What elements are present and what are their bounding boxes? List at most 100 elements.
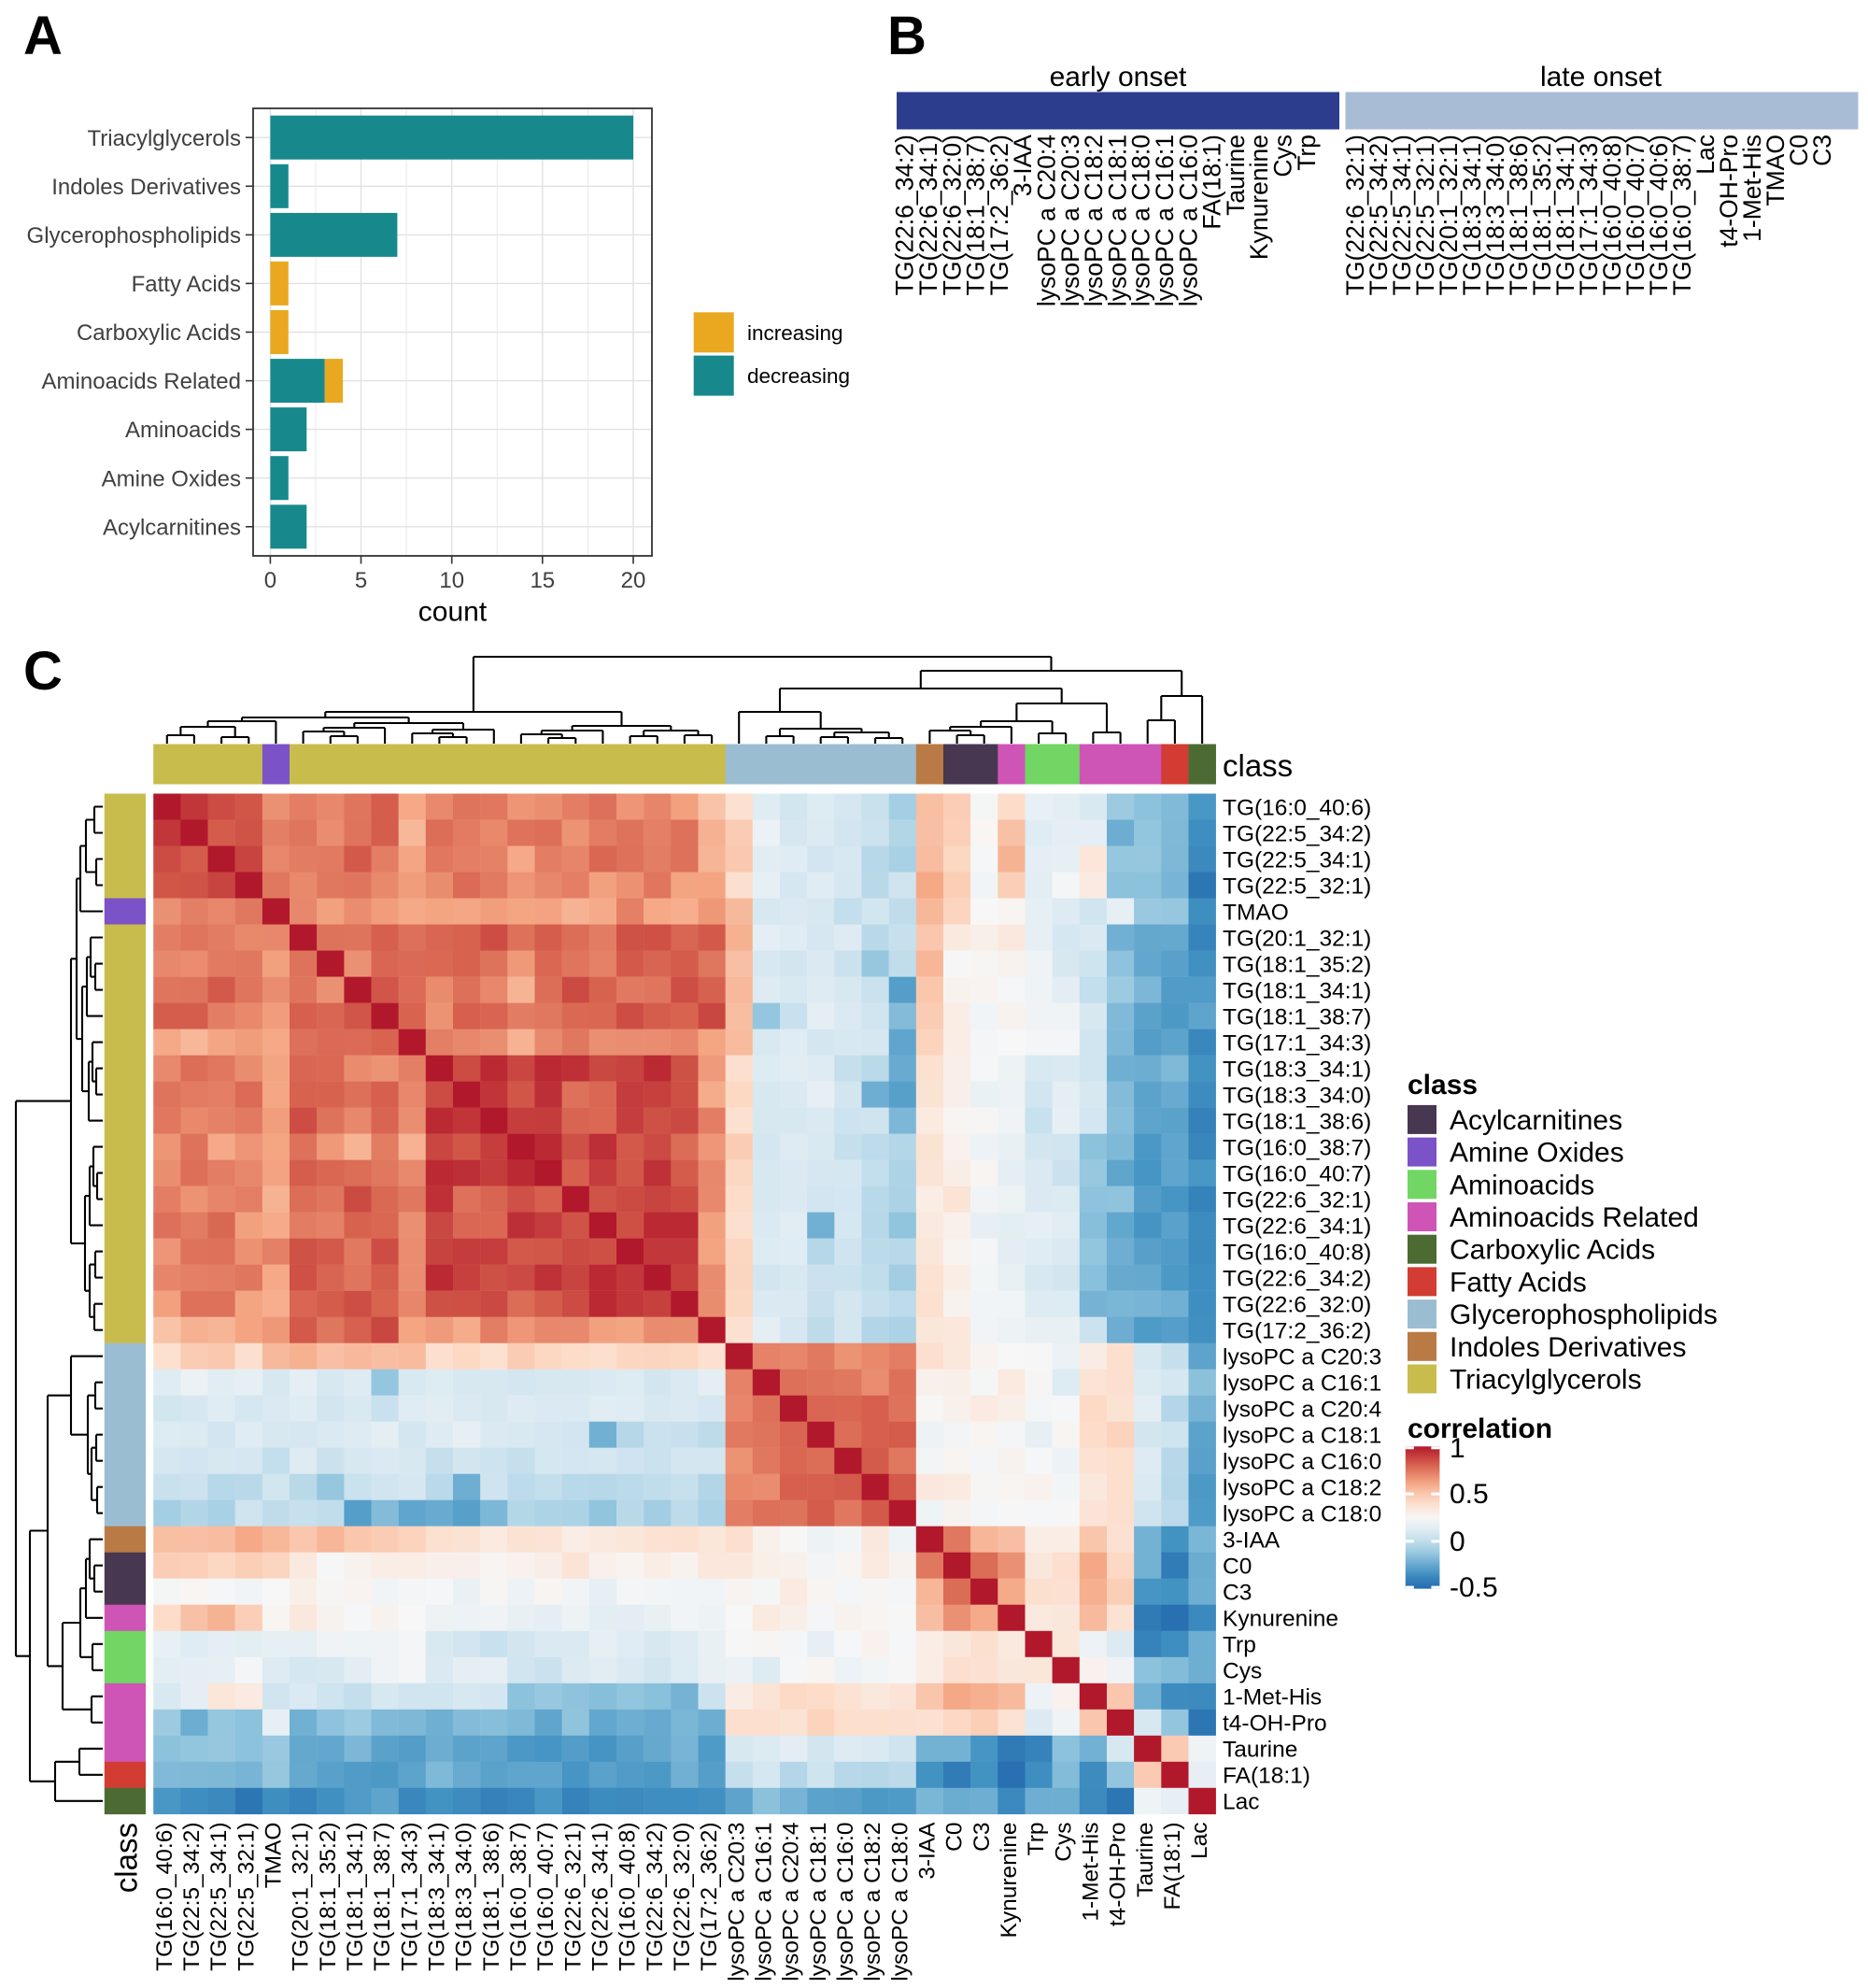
svg-text:-0.5: -0.5 (1450, 1572, 1498, 1603)
svg-text:Taurine: Taurine (1222, 135, 1250, 216)
svg-text:lysoPC a C20:4: lysoPC a C20:4 (1223, 1398, 1381, 1423)
svg-text:lysoPC a C18:0: lysoPC a C18:0 (887, 1823, 913, 1981)
svg-text:C0: C0 (1223, 1555, 1252, 1580)
svg-text:lysoPC a C18:1: lysoPC a C18:1 (806, 1823, 831, 1981)
svg-text:TG(20:1_32:1): TG(20:1_32:1) (1435, 135, 1463, 295)
svg-text:TG(17:1_34:3): TG(17:1_34:3) (1575, 135, 1603, 295)
svg-text:TG(17:2_36:2): TG(17:2_36:2) (1223, 1319, 1371, 1344)
svg-text:class: class (1223, 748, 1293, 783)
svg-text:t4-OH-Pro: t4-OH-Pro (1715, 135, 1743, 248)
svg-text:TG(16:0_38:7): TG(16:0_38:7) (506, 1823, 531, 1971)
svg-text:TG(22:5_34:2): TG(22:5_34:2) (1223, 821, 1371, 846)
svg-text:lysoPC a C16:0: lysoPC a C16:0 (1174, 135, 1202, 306)
svg-text:early onset: early onset (1050, 62, 1187, 92)
svg-text:5: 5 (355, 568, 367, 593)
svg-text:TG(22:6_32:1): TG(22:6_32:1) (1341, 135, 1369, 295)
svg-text:TG(22:5_34:2): TG(22:5_34:2) (179, 1823, 205, 1971)
svg-text:lysoPC a C16:0: lysoPC a C16:0 (1223, 1450, 1381, 1475)
svg-text:lysoPC a C20:3: lysoPC a C20:3 (724, 1823, 749, 1981)
svg-text:TG(16:0_38:7): TG(16:0_38:7) (1668, 135, 1696, 295)
svg-text:Amine Oxides: Amine Oxides (102, 466, 241, 491)
svg-text:Taurine: Taurine (1133, 1823, 1158, 1897)
svg-text:TG(18:1_38:6): TG(18:1_38:6) (1505, 135, 1533, 295)
svg-text:Lac: Lac (1223, 1790, 1260, 1815)
svg-text:lysoPC a C16:1: lysoPC a C16:1 (1151, 135, 1179, 306)
svg-text:TG(18:1_34:1): TG(18:1_34:1) (1551, 135, 1579, 295)
svg-text:TG(22:5_34:2): TG(22:5_34:2) (1365, 135, 1393, 295)
svg-text:TG(18:1_35:2): TG(18:1_35:2) (1528, 135, 1556, 295)
svg-text:FA(18:1): FA(18:1) (1198, 135, 1226, 230)
svg-text:TG(18:1_34:1): TG(18:1_34:1) (343, 1823, 368, 1971)
svg-text:TG(22:6_32:0): TG(22:6_32:0) (1223, 1293, 1371, 1318)
svg-text:15: 15 (530, 568, 555, 593)
svg-text:count: count (418, 597, 488, 628)
svg-text:TG(18:3_34:1): TG(18:3_34:1) (1223, 1057, 1371, 1082)
svg-text:FA(18:1): FA(18:1) (1223, 1764, 1310, 1789)
svg-text:Trp: Trp (1293, 135, 1321, 171)
svg-text:correlation: correlation (1408, 1413, 1552, 1444)
svg-text:0: 0 (1450, 1526, 1465, 1557)
svg-text:TMAO: TMAO (1223, 900, 1289, 925)
svg-text:TG(20:1_32:1): TG(20:1_32:1) (289, 1823, 314, 1971)
svg-text:TG(17:1_34:3): TG(17:1_34:3) (397, 1823, 422, 1971)
svg-text:Acylcarnitines: Acylcarnitines (1450, 1105, 1622, 1136)
svg-text:Aminoacids: Aminoacids (125, 418, 241, 443)
svg-text:lysoPC a C20:3: lysoPC a C20:3 (1056, 135, 1084, 306)
svg-text:Trp: Trp (1223, 1633, 1256, 1658)
svg-text:TG(20:1_32:1): TG(20:1_32:1) (1223, 926, 1371, 951)
svg-text:lysoPC a C16:0: lysoPC a C16:0 (833, 1823, 858, 1981)
svg-text:Glycerophospholipids: Glycerophospholipids (27, 223, 241, 248)
svg-text:TG(16:0_38:7): TG(16:0_38:7) (1223, 1135, 1371, 1160)
svg-text:Indoles Derivatives: Indoles Derivatives (51, 175, 241, 200)
svg-text:lysoPC a C20:3: lysoPC a C20:3 (1223, 1345, 1381, 1370)
svg-text:TG(17:1_34:3): TG(17:1_34:3) (1223, 1030, 1371, 1056)
svg-text:Cys: Cys (1269, 135, 1297, 178)
svg-text:TG(22:6_34:1): TG(22:6_34:1) (588, 1823, 614, 1971)
svg-text:TG(22:6_32:0): TG(22:6_32:0) (938, 135, 966, 295)
svg-text:lysoPC a C18:2: lysoPC a C18:2 (860, 1823, 885, 1981)
svg-text:TG(18:3_34:1): TG(18:3_34:1) (425, 1823, 450, 1971)
svg-text:C3: C3 (969, 1823, 995, 1852)
svg-text:C0: C0 (1785, 135, 1813, 166)
svg-text:TG(22:5_34:1): TG(22:5_34:1) (1223, 847, 1371, 873)
svg-text:TG(17:2_36:2): TG(17:2_36:2) (985, 135, 1013, 295)
svg-text:3-IAA: 3-IAA (915, 1822, 941, 1880)
svg-text:lysoPC a C18:1: lysoPC a C18:1 (1103, 135, 1131, 306)
svg-text:1-Met-His: 1-Met-His (1079, 1823, 1104, 1922)
svg-text:TMAO: TMAO (1762, 135, 1790, 206)
svg-text:TG(22:5_32:1): TG(22:5_32:1) (1223, 873, 1371, 899)
svg-text:TG(18:3_34:1): TG(18:3_34:1) (1458, 135, 1486, 295)
svg-text:late onset: late onset (1540, 62, 1663, 92)
svg-text:C3: C3 (1808, 135, 1836, 166)
svg-text:TG(18:1_38:7): TG(18:1_38:7) (1223, 1004, 1371, 1030)
svg-text:Cys: Cys (1223, 1659, 1262, 1684)
svg-text:0: 0 (264, 568, 276, 593)
svg-text:TG(22:5_34:1): TG(22:5_34:1) (206, 1823, 232, 1971)
svg-text:Fatty Acids: Fatty Acids (1450, 1267, 1587, 1298)
svg-text:lysoPC a C18:1: lysoPC a C18:1 (1223, 1424, 1381, 1449)
svg-text:Carboxylic Acids: Carboxylic Acids (1450, 1235, 1655, 1266)
svg-text:TG(18:1_38:7): TG(18:1_38:7) (962, 135, 990, 295)
svg-text:lysoPC a C20:4: lysoPC a C20:4 (1033, 135, 1061, 306)
svg-text:lysoPC a C18:0: lysoPC a C18:0 (1223, 1502, 1381, 1527)
svg-text:TG(16:0_40:8): TG(16:0_40:8) (1598, 135, 1626, 295)
svg-text:1-Met-His: 1-Met-His (1223, 1685, 1322, 1711)
svg-text:FA(18:1): FA(18:1) (1160, 1823, 1185, 1910)
svg-text:TG(22:6_34:2): TG(22:6_34:2) (1223, 1266, 1371, 1291)
svg-text:TG(22:6_32:1): TG(22:6_32:1) (1223, 1187, 1371, 1213)
svg-text:lysoPC a C18:0: lysoPC a C18:0 (1127, 135, 1155, 306)
svg-text:TG(16:0_40:6): TG(16:0_40:6) (152, 1823, 177, 1971)
svg-text:TG(22:5_34:1): TG(22:5_34:1) (1388, 135, 1416, 295)
svg-text:class: class (108, 1823, 143, 1893)
svg-text:3-IAA: 3-IAA (1009, 135, 1037, 197)
svg-text:Indoles Derivatives: Indoles Derivatives (1450, 1332, 1686, 1363)
svg-text:Triacylglycerols: Triacylglycerols (88, 126, 241, 151)
svg-text:TG(16:0_40:7): TG(16:0_40:7) (533, 1823, 559, 1971)
svg-text:TG(18:1_35:2): TG(18:1_35:2) (316, 1823, 341, 1971)
svg-text:lysoPC a C20:4: lysoPC a C20:4 (779, 1823, 804, 1981)
svg-text:0.5: 0.5 (1450, 1479, 1489, 1510)
svg-text:decreasing: decreasing (747, 364, 850, 388)
svg-text:TG(16:0_40:8): TG(16:0_40:8) (616, 1823, 641, 1971)
svg-text:t4-OH-Pro: t4-OH-Pro (1106, 1823, 1131, 1927)
svg-text:TG(18:3_34:0): TG(18:3_34:0) (1223, 1083, 1371, 1108)
